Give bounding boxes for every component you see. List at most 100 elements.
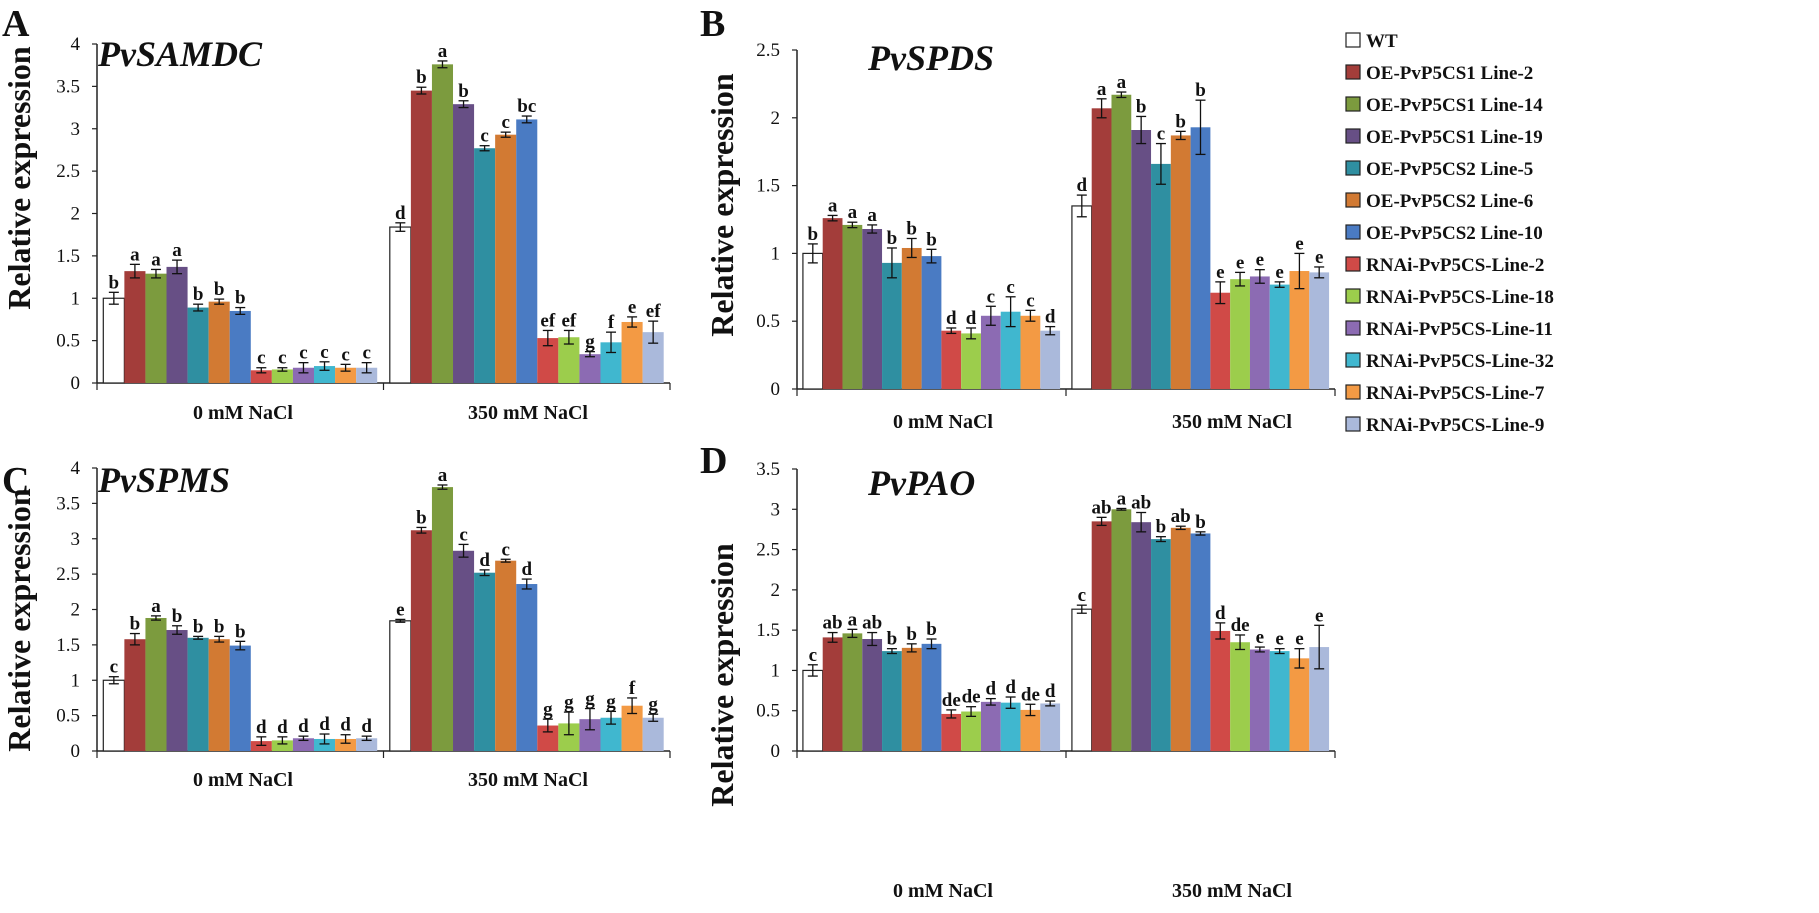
panel-d-ytick-label: 1	[771, 660, 781, 681]
panel-d-error-bar	[847, 628, 858, 639]
panel-a-bar	[145, 273, 167, 383]
legend: WT OE-PvP5CS1 Line-2 OE-PvP5CS1 Line-14 …	[1345, 31, 1554, 436]
panel-c-bar	[292, 738, 314, 751]
panel-c-sig-letter: g	[585, 689, 595, 710]
panel-a-bar	[250, 370, 272, 383]
panel-c-error-bar	[606, 710, 617, 725]
panel-c-bar	[431, 487, 454, 751]
panel-c-bar	[208, 639, 230, 751]
panel-d-bar	[822, 637, 843, 751]
panel-d-error-bar	[1235, 634, 1246, 651]
panel-d-ytick-label: 1.5	[756, 620, 780, 641]
panel-b-error-bar	[1314, 266, 1325, 279]
panel-d: D PvPAO Relative expression 0 mM NaCl 35…	[700, 440, 1336, 902]
legend-swatch-11	[1345, 384, 1361, 400]
panel-c-sig-letter: f	[629, 678, 636, 699]
panel-c-bar	[516, 584, 538, 751]
panel-b-sig-letter: e	[1256, 250, 1264, 271]
panel-b-bar	[1249, 276, 1270, 389]
panel-b-bar	[802, 252, 824, 390]
panel-a-bar	[600, 342, 622, 383]
panel-b-sig-letter: b	[808, 224, 819, 245]
panel-d-error-bar	[1155, 536, 1166, 543]
panel-c-y-axis: 0 0.5 1 1.5 2 2.5 3 3.5 4	[56, 458, 671, 762]
panel-a-error-bar	[108, 291, 119, 305]
panel-c-error-bar	[108, 676, 119, 685]
panel-d-sig-letter: b	[926, 619, 937, 640]
panel-c-bar	[579, 719, 601, 751]
panel-d-error-bar	[1314, 624, 1325, 670]
panel-d-bar	[1269, 651, 1290, 751]
panel-c-sig-letter: g	[648, 694, 658, 715]
panel-c-error-bar	[395, 618, 406, 623]
panel-c-sig-letter: d	[319, 714, 330, 735]
panel-a-bar	[124, 271, 146, 383]
panel-a-error-bar	[129, 263, 140, 279]
panel-c-sig-letter: g	[543, 699, 553, 720]
panel-d-bar	[842, 633, 863, 751]
panel-d-bar	[1289, 658, 1310, 751]
panel-a-sig-letter: b	[235, 288, 246, 309]
panel-d-sig-letter: de	[942, 690, 961, 711]
panel-b-error-bar	[1294, 252, 1305, 290]
panel-c-error-bar	[235, 640, 246, 651]
panel-c-sig-letter: d	[479, 550, 490, 571]
panel-c-bar	[495, 560, 517, 751]
panel-a-error-bar	[193, 303, 204, 312]
panel-b-error-bar	[1076, 194, 1087, 218]
panel-a-sig-letter: f	[608, 312, 615, 333]
panel-b-sig-letter: d	[1045, 307, 1056, 328]
panel-b-bar	[882, 262, 902, 389]
panel-d-error-bar	[1096, 516, 1107, 527]
panel-c-sig-letter: d	[361, 716, 372, 737]
panel-b-title: PvSPDS	[867, 38, 994, 78]
panel-c-error-bar	[437, 484, 448, 490]
panel-a-sig-letter: c	[278, 348, 286, 369]
panel-d-error-bar	[1005, 696, 1016, 709]
panel-c-bar	[537, 725, 559, 751]
panel-c-sig-letter: d	[298, 716, 309, 737]
panel-b-error-bar	[1155, 142, 1166, 185]
panel-d-sig-letter: ab	[1131, 493, 1151, 514]
legend-swatch-10	[1345, 352, 1361, 368]
panel-b-error-bar	[827, 214, 838, 222]
panel-a-error-bar	[542, 329, 553, 347]
panel-c-error-bar	[563, 711, 574, 736]
panel-b-sig-letter: e	[1275, 262, 1283, 283]
panel-d-error-bar	[867, 631, 878, 647]
panel-c-bar	[642, 717, 664, 751]
legend-swatch-7	[1345, 256, 1361, 272]
panel-b-bar	[1269, 284, 1290, 389]
panel-b-error-bar	[1116, 91, 1127, 99]
panel-c-ytick-label: 1	[71, 670, 81, 691]
legend-label-6: OE-PvP5CS2 Line-10	[1366, 223, 1543, 244]
panel-a-bar	[558, 337, 580, 383]
panel-b-sig-letter: b	[926, 229, 937, 250]
panel-a-sig-letter: b	[109, 272, 120, 293]
panel-a-sig-letter: b	[214, 279, 225, 300]
panel-b-error-bar	[1195, 99, 1206, 156]
panel-a-ytick-label: 0.5	[56, 331, 80, 352]
panel-d-error-bar	[1025, 703, 1036, 717]
panel-b-bar	[1230, 279, 1250, 389]
panel-c-bar	[229, 645, 251, 751]
panel-b-sig-letter: c	[1006, 277, 1014, 298]
panel-d-error-bar	[807, 664, 818, 677]
panel-c-ytick-label: 0.5	[56, 706, 80, 727]
panel-d-bar	[1309, 647, 1330, 751]
panel-a-ytick-label: 4	[71, 34, 81, 55]
panel-a-bar	[292, 367, 314, 383]
legend-swatch-12	[1345, 416, 1361, 432]
legend-swatch-8	[1345, 288, 1361, 304]
panel-a-sig-letter: c	[501, 112, 509, 133]
panel-d-bar	[1020, 709, 1041, 751]
panel-b-bar	[901, 247, 922, 389]
panel-d-error-bar	[966, 706, 977, 718]
panel-a-error-bar	[214, 298, 225, 305]
panel-c-bar	[124, 639, 146, 751]
panel-a-bar	[271, 369, 293, 383]
panel-a-sig-letter: a	[151, 249, 161, 270]
